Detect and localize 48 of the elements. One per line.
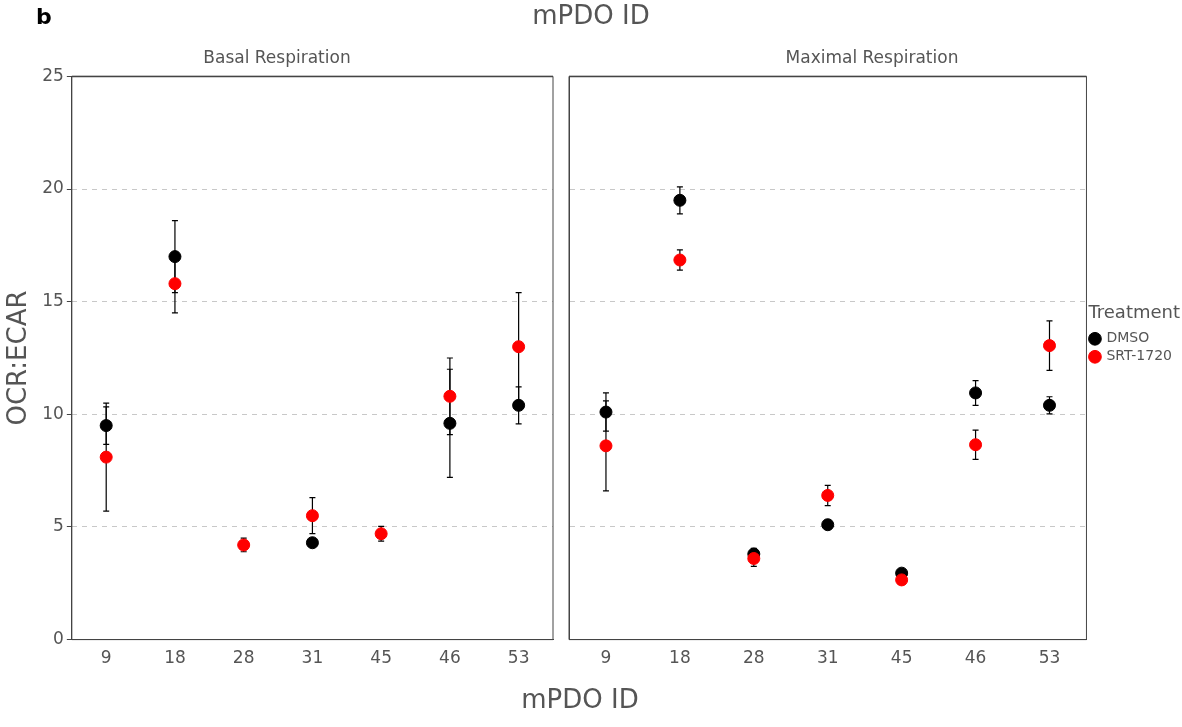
- chart-title: Basal Respiration: [203, 46, 351, 67]
- point: [443, 416, 457, 430]
- y-tick-label: 5: [53, 515, 64, 536]
- x-tick-label: 28: [232, 647, 255, 668]
- x-tick-label: 9: [600, 647, 612, 668]
- point: [305, 509, 319, 523]
- point: [512, 340, 526, 354]
- x-tick-label: 28: [742, 647, 765, 668]
- x-tick-label: 45: [370, 647, 392, 668]
- y-tick-label: 25: [42, 64, 64, 85]
- x-tick-label: 46: [964, 647, 987, 668]
- legend-label: DMSO: [1106, 329, 1150, 346]
- x-tick-label: 53: [507, 647, 530, 668]
- text: mPDO ID: [532, 0, 650, 30]
- y-axis-title: OCR:ECAR: [2, 290, 33, 426]
- point: [99, 419, 113, 433]
- point: [599, 405, 613, 419]
- point: [512, 398, 526, 412]
- x-tick-label: 31: [301, 647, 324, 668]
- y-tick-label: 0: [53, 628, 64, 649]
- text: b: [36, 4, 52, 29]
- legend-title: Treatment: [1087, 300, 1181, 322]
- chart-title: Maximal Respiration: [785, 46, 959, 67]
- point: [305, 536, 319, 550]
- point: [168, 277, 182, 291]
- legend-label: SRT-1720: [1106, 347, 1172, 364]
- point: [1043, 339, 1056, 353]
- x-tick-label: 18: [669, 647, 691, 668]
- point: [443, 389, 457, 403]
- y-tick-label: 10: [42, 402, 64, 423]
- y-tick-label: 20: [42, 177, 64, 198]
- x-axis-title: mPDO ID: [520, 684, 640, 714]
- x-tick-label: 45: [890, 647, 913, 668]
- point: [895, 573, 909, 587]
- x-tick-label: 53: [1038, 647, 1061, 668]
- point: [99, 450, 113, 464]
- x-tick-label: 9: [100, 647, 112, 668]
- point: [168, 250, 182, 264]
- point: [599, 439, 613, 453]
- x-tick-label: 18: [164, 647, 186, 668]
- point: [821, 488, 835, 502]
- y-tick-label: 15: [42, 290, 64, 311]
- point: [673, 193, 687, 207]
- point: [969, 438, 983, 452]
- x-tick-label: 31: [816, 647, 839, 668]
- x-tick-label: 46: [439, 647, 461, 668]
- point: [969, 386, 983, 400]
- point: [673, 253, 687, 267]
